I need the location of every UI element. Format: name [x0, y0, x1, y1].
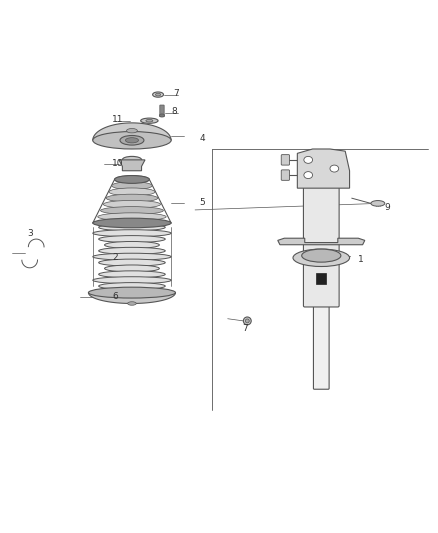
Text: 9: 9 [385, 203, 390, 212]
Ellipse shape [152, 92, 163, 97]
Ellipse shape [99, 236, 165, 243]
FancyBboxPatch shape [281, 170, 290, 180]
Text: 7: 7 [242, 324, 248, 333]
Text: 1: 1 [358, 255, 364, 264]
Ellipse shape [99, 259, 165, 266]
Ellipse shape [371, 200, 385, 206]
Ellipse shape [159, 114, 165, 117]
Text: 3: 3 [28, 229, 33, 238]
Polygon shape [278, 238, 365, 245]
Ellipse shape [120, 135, 144, 145]
Ellipse shape [245, 319, 249, 323]
Text: 6: 6 [113, 293, 118, 302]
Text: 5: 5 [199, 198, 205, 207]
Ellipse shape [109, 188, 155, 196]
Ellipse shape [88, 287, 176, 298]
Ellipse shape [244, 317, 251, 325]
Ellipse shape [93, 277, 171, 284]
Ellipse shape [101, 207, 163, 214]
Polygon shape [93, 123, 171, 140]
FancyBboxPatch shape [160, 105, 164, 117]
Ellipse shape [155, 93, 161, 96]
Text: 2: 2 [113, 253, 118, 262]
Ellipse shape [125, 138, 138, 143]
Ellipse shape [330, 165, 339, 172]
Text: 11: 11 [113, 115, 124, 124]
Polygon shape [88, 293, 176, 303]
Ellipse shape [95, 219, 169, 227]
Ellipse shape [99, 282, 165, 289]
Polygon shape [119, 160, 145, 171]
Ellipse shape [146, 119, 153, 122]
Ellipse shape [293, 249, 350, 266]
Ellipse shape [115, 175, 149, 183]
Text: 8: 8 [171, 107, 177, 116]
Ellipse shape [103, 200, 161, 208]
Ellipse shape [122, 156, 142, 163]
Text: 10: 10 [113, 159, 124, 168]
Ellipse shape [93, 218, 171, 228]
Ellipse shape [105, 241, 159, 248]
Ellipse shape [127, 128, 138, 133]
Ellipse shape [93, 230, 171, 237]
FancyBboxPatch shape [281, 155, 290, 165]
Ellipse shape [105, 265, 159, 272]
Polygon shape [297, 149, 350, 188]
Ellipse shape [98, 213, 166, 221]
Text: 7: 7 [173, 89, 179, 98]
FancyBboxPatch shape [316, 273, 326, 284]
Ellipse shape [93, 253, 171, 260]
Ellipse shape [99, 271, 165, 278]
Ellipse shape [93, 132, 171, 149]
Ellipse shape [302, 249, 341, 262]
FancyBboxPatch shape [304, 169, 339, 307]
Ellipse shape [112, 182, 152, 190]
Ellipse shape [141, 118, 158, 123]
Ellipse shape [127, 302, 136, 305]
Text: 4: 4 [199, 134, 205, 143]
Ellipse shape [115, 175, 149, 183]
Ellipse shape [99, 224, 165, 231]
Ellipse shape [99, 247, 165, 254]
Ellipse shape [304, 156, 313, 163]
Ellipse shape [304, 172, 313, 179]
FancyBboxPatch shape [314, 274, 329, 389]
Ellipse shape [106, 194, 158, 202]
